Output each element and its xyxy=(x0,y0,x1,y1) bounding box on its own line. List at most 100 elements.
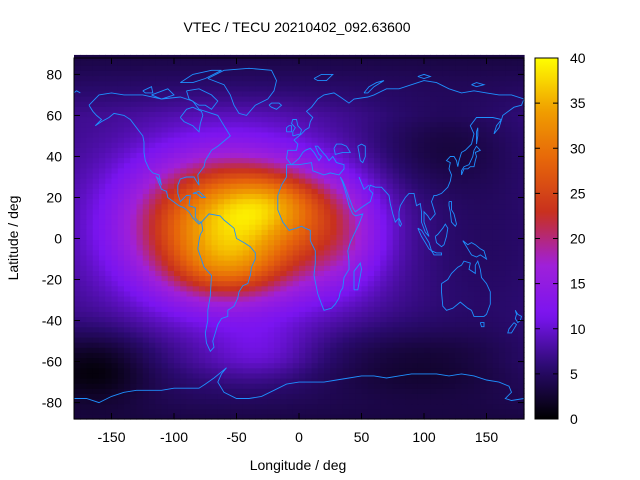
heatmap-cell xyxy=(317,136,325,143)
heatmap-cell xyxy=(261,142,269,148)
heatmap-cell xyxy=(249,183,256,189)
heatmap-cell xyxy=(230,219,238,225)
heatmap-cell xyxy=(186,116,194,123)
heatmap-cell xyxy=(367,403,375,410)
heatmap-cell xyxy=(486,229,494,235)
heatmap-cell xyxy=(155,357,163,364)
heatmap-cell xyxy=(180,326,188,333)
heatmap-cell xyxy=(405,167,413,174)
heatmap-cell xyxy=(249,372,256,379)
heatmap-cell xyxy=(405,183,413,189)
heatmap-cell xyxy=(517,306,525,312)
heatmap-cell xyxy=(480,167,488,174)
heatmap-cell xyxy=(292,121,300,128)
heatmap-cell xyxy=(442,311,450,318)
heatmap-cell xyxy=(136,167,144,174)
heatmap-cell xyxy=(92,336,100,343)
heatmap-cell xyxy=(174,90,181,97)
heatmap-cell xyxy=(405,157,413,164)
heatmap-cell xyxy=(305,126,313,133)
heatmap-cell xyxy=(480,362,488,369)
heatmap-cell xyxy=(124,95,131,102)
heatmap-cell xyxy=(374,213,381,220)
heatmap-cell xyxy=(492,321,500,328)
heatmap-cell xyxy=(411,213,419,220)
heatmap-cell xyxy=(430,152,438,159)
heatmap-cell xyxy=(99,383,106,389)
heatmap-cell xyxy=(330,285,338,292)
heatmap-cell xyxy=(224,342,231,348)
heatmap-cell xyxy=(130,362,138,369)
heatmap-cell xyxy=(242,85,250,92)
heatmap-cell xyxy=(330,331,338,338)
heatmap-cell xyxy=(236,136,244,143)
heatmap-cell xyxy=(111,290,119,297)
heatmap-cell xyxy=(217,393,225,400)
heatmap-cell xyxy=(374,157,381,164)
heatmap-cell xyxy=(499,70,506,77)
heatmap-cell xyxy=(242,142,250,148)
heatmap-cell xyxy=(174,208,181,215)
heatmap-cell xyxy=(186,280,194,287)
heatmap-cell xyxy=(161,116,169,123)
heatmap-cell xyxy=(424,244,431,251)
heatmap-cell xyxy=(330,265,338,271)
heatmap-cell xyxy=(342,367,350,374)
heatmap-cell xyxy=(280,229,288,235)
heatmap-cell xyxy=(142,306,150,312)
heatmap-cell xyxy=(211,393,219,400)
heatmap-cell xyxy=(155,275,163,282)
heatmap-cell xyxy=(511,398,519,405)
heatmap-cell xyxy=(399,275,406,282)
heatmap-cell xyxy=(149,219,156,225)
heatmap-cell xyxy=(405,70,413,77)
heatmap-cell xyxy=(242,377,250,384)
heatmap-cell xyxy=(374,162,381,169)
heatmap-cell xyxy=(461,70,469,77)
heatmap-cell xyxy=(92,90,100,97)
heatmap-cell xyxy=(374,142,381,148)
heatmap-cell xyxy=(517,90,525,97)
heatmap-cell xyxy=(430,85,438,92)
heatmap-cell xyxy=(124,65,131,71)
heatmap-cell xyxy=(186,111,194,118)
heatmap-cell xyxy=(180,147,188,153)
heatmap-cell xyxy=(236,90,244,97)
heatmap-cell xyxy=(174,101,181,107)
heatmap-cell xyxy=(267,80,275,87)
heatmap-cell xyxy=(299,116,306,123)
heatmap-cell xyxy=(499,167,506,174)
heatmap-cell xyxy=(186,60,194,66)
heatmap-cell xyxy=(399,85,406,92)
heatmap-cell xyxy=(492,90,500,97)
heatmap-cell xyxy=(117,331,125,338)
heatmap-cell xyxy=(155,295,163,302)
heatmap-cell xyxy=(186,85,194,92)
heatmap-cell xyxy=(505,290,513,297)
heatmap-cell xyxy=(261,383,269,389)
heatmap-cell xyxy=(142,270,150,277)
heatmap-cell xyxy=(130,95,138,102)
heatmap-cell xyxy=(455,275,463,282)
heatmap-cell xyxy=(367,131,375,138)
heatmap-cell xyxy=(161,260,169,266)
heatmap-cell xyxy=(342,65,350,71)
heatmap-cell xyxy=(261,239,269,246)
heatmap-cell xyxy=(280,116,288,123)
heatmap-cell xyxy=(517,301,525,307)
heatmap-cell xyxy=(242,172,250,179)
heatmap-cell xyxy=(211,177,219,184)
heatmap-cell xyxy=(392,193,400,200)
heatmap-cell xyxy=(380,393,388,400)
heatmap-cell xyxy=(361,198,369,205)
heatmap-cell xyxy=(336,321,344,328)
heatmap-cell xyxy=(342,106,350,112)
heatmap-cell xyxy=(105,239,113,246)
heatmap-cell xyxy=(261,270,269,277)
heatmap-cell xyxy=(199,311,206,318)
heatmap-cell xyxy=(117,136,125,143)
heatmap-cell xyxy=(292,336,300,343)
heatmap-cell xyxy=(511,367,519,374)
heatmap-cell xyxy=(274,336,281,343)
heatmap-cell xyxy=(92,198,100,205)
